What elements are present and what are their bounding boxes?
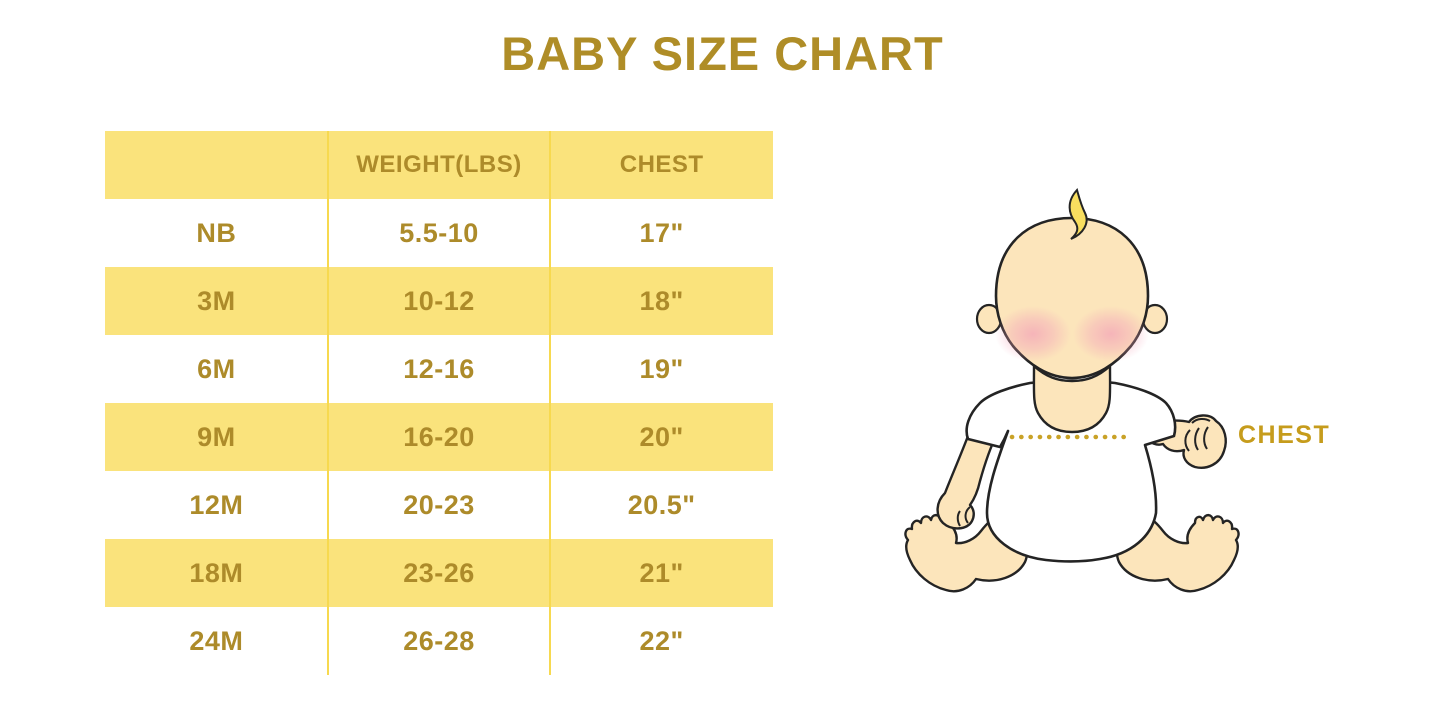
size-chart-table: WEIGHT(LBS) CHEST NB 5.5-10 17" 3M 10-12… [105, 131, 773, 675]
table-row: 9M 16-20 20" [105, 403, 773, 471]
cell-weight: 26-28 [403, 625, 475, 656]
cell-weight: 23-26 [403, 557, 475, 588]
column-divider [549, 131, 551, 675]
cell-chest: 22" [639, 625, 684, 656]
cell-weight: 5.5-10 [399, 217, 479, 248]
cell-weight: 12-16 [403, 353, 475, 384]
cell-weight: 20-23 [403, 489, 475, 520]
table-row: 18M 23-26 21" [105, 539, 773, 607]
cell-size: 9M [197, 421, 236, 452]
header-row: WEIGHT(LBS) CHEST [105, 131, 773, 199]
cell-size: 3M [197, 285, 236, 316]
cell-chest: 18" [639, 285, 684, 316]
column-divider [327, 131, 329, 675]
page-title: BABY SIZE CHART [501, 27, 944, 80]
chest-label: CHEST [1238, 421, 1331, 449]
baby-hair-tuft [1068, 188, 1088, 240]
cell-chest: 20" [639, 421, 684, 452]
cell-chest: 21" [639, 557, 684, 588]
table-row: 6M 12-16 19" [105, 335, 773, 403]
baby-shirt [965, 379, 1177, 563]
baby-left-blush [995, 306, 1071, 362]
baby-right-fist-fingers [1184, 417, 1211, 452]
table-row: 24M 26-28 22" [105, 607, 773, 675]
table-row: NB 5.5-10 17" [105, 199, 773, 267]
baby-illustration [904, 188, 1240, 593]
cell-size: NB [196, 217, 237, 248]
baby-left-arm [936, 426, 999, 530]
header-cell-weight: WEIGHT(LBS) [356, 151, 522, 178]
cell-weight: 10-12 [403, 285, 475, 316]
baby-left-hand-fingers [956, 506, 971, 527]
cell-chest: 20.5" [627, 489, 696, 520]
baby-right-blush [1073, 306, 1149, 362]
cell-chest: 19" [639, 353, 684, 384]
cell-size: 18M [189, 557, 244, 588]
cell-size: 6M [197, 353, 236, 384]
table-row: 12M 20-23 20.5" [105, 471, 773, 539]
header-cell-chest: CHEST [619, 151, 704, 178]
cell-chest: 17" [639, 217, 684, 248]
cell-weight: 16-20 [403, 421, 475, 452]
baby-neck [1032, 363, 1112, 434]
cell-size: 24M [189, 625, 244, 656]
table-row: 3M 10-12 18" [105, 267, 773, 335]
cell-size: 12M [189, 489, 244, 520]
